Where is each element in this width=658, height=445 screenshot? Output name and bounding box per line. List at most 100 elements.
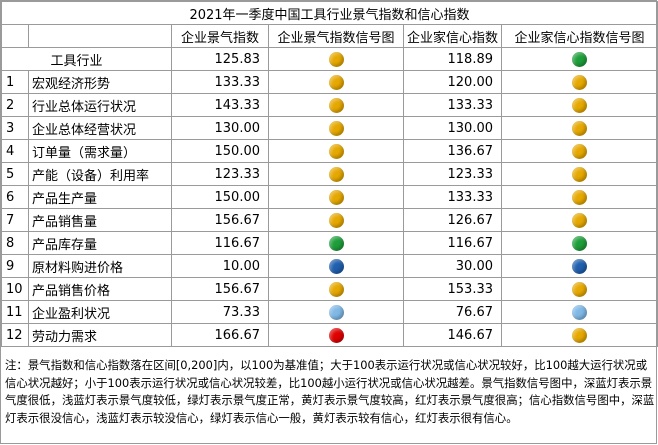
signal-light-icon — [572, 281, 588, 297]
row-confidence: 120.00 — [403, 70, 502, 94]
signal-light-icon — [328, 258, 344, 274]
group-confidence-signal — [500, 47, 658, 71]
table-row: 10 产品销售价格 156.67 153.33 — [1, 277, 658, 301]
row-name: 企业总体经营状况 — [28, 116, 172, 140]
row-confidence-signal — [500, 277, 658, 301]
row-confidence-signal — [500, 300, 658, 324]
row-prosperity-signal — [268, 70, 404, 94]
row-confidence-signal — [500, 231, 658, 255]
header-row: 企业景气指数 企业景气指数信号图 企业家信心指数 企业家信心指数信号图 — [1, 24, 658, 48]
table-row: 1 宏观经济形势 133.33 120.00 — [1, 70, 658, 94]
row-prosperity: 150.00 — [171, 139, 269, 163]
row-index: 5 — [1, 162, 29, 186]
header-confidence-signal: 企业家信心指数信号图 — [500, 24, 658, 48]
row-confidence: 123.33 — [403, 162, 502, 186]
signal-light-icon — [572, 51, 588, 67]
row-confidence-signal — [500, 162, 658, 186]
group-confidence: 118.89 — [403, 47, 502, 71]
signal-light-icon — [328, 166, 344, 182]
row-prosperity-signal — [268, 139, 404, 163]
row-confidence: 126.67 — [403, 208, 502, 232]
group-name: 工具行业 — [1, 47, 172, 71]
row-name: 产品销售价格 — [28, 277, 172, 301]
signal-light-icon — [572, 304, 588, 320]
row-prosperity-signal — [268, 300, 404, 324]
row-confidence-signal — [500, 185, 658, 209]
row-confidence: 116.67 — [403, 231, 502, 255]
row-name: 订单量（需求量） — [28, 139, 172, 163]
table-row: 8 产品库存量 116.67 116.67 — [1, 231, 658, 255]
table-row: 7 产品销售量 156.67 126.67 — [1, 208, 658, 232]
row-confidence-signal — [500, 93, 658, 117]
signal-light-icon — [572, 189, 588, 205]
row-prosperity: 116.67 — [171, 231, 269, 255]
row-prosperity-signal — [268, 323, 404, 347]
signal-light-icon — [328, 97, 344, 113]
row-prosperity: 150.00 — [171, 185, 269, 209]
row-prosperity: 166.67 — [171, 323, 269, 347]
row-confidence-signal — [500, 208, 658, 232]
table-row: 4 订单量（需求量） 150.00 136.67 — [1, 139, 658, 163]
row-name: 行业总体运行状况 — [28, 93, 172, 117]
signal-light-icon — [328, 304, 344, 320]
row-index: 10 — [1, 277, 29, 301]
table-row: 2 行业总体运行状况 143.33 133.33 — [1, 93, 658, 117]
group-prosperity-signal — [268, 47, 404, 71]
signal-light-icon — [328, 235, 344, 251]
header-blank-1 — [1, 24, 29, 48]
table-row: 5 产能（设备）利用率 123.33 123.33 — [1, 162, 658, 186]
row-index: 9 — [1, 254, 29, 278]
row-confidence-signal — [500, 116, 658, 140]
row-prosperity: 73.33 — [171, 300, 269, 324]
signal-light-icon — [572, 258, 588, 274]
row-index: 11 — [1, 300, 29, 324]
row-confidence: 146.67 — [403, 323, 502, 347]
row-confidence-signal — [500, 139, 658, 163]
signal-light-icon — [572, 97, 588, 113]
row-confidence-signal — [500, 254, 658, 278]
row-name: 产品销售量 — [28, 208, 172, 232]
row-index: 6 — [1, 185, 29, 209]
row-name: 企业盈利状况 — [28, 300, 172, 324]
group-prosperity: 125.83 — [171, 47, 269, 71]
signal-light-icon — [572, 120, 588, 136]
group-row: 工具行业 125.83 118.89 — [1, 47, 658, 71]
table-row: 3 企业总体经营状况 130.00 130.00 — [1, 116, 658, 140]
row-index: 2 — [1, 93, 29, 117]
row-prosperity: 156.67 — [171, 208, 269, 232]
signal-light-icon — [572, 212, 588, 228]
row-prosperity-signal — [268, 208, 404, 232]
signal-light-icon — [572, 166, 588, 182]
row-prosperity-signal — [268, 116, 404, 140]
row-name: 劳动力需求 — [28, 323, 172, 347]
row-prosperity-signal — [268, 185, 404, 209]
row-name: 产品库存量 — [28, 231, 172, 255]
row-index: 8 — [1, 231, 29, 255]
signal-light-icon — [328, 51, 344, 67]
footnote: 注：景气指数和信心指数落在区间[0,200]内，以100为基准值；大于100表示… — [5, 358, 655, 425]
row-index: 4 — [1, 139, 29, 163]
signal-light-icon — [328, 281, 344, 297]
row-confidence: 133.33 — [403, 185, 502, 209]
table-row: 12 劳动力需求 166.67 146.67 — [1, 323, 658, 347]
signal-light-icon — [328, 327, 344, 343]
signal-light-icon — [328, 120, 344, 136]
table-row: 6 产品生产量 150.00 133.33 — [1, 185, 658, 209]
row-prosperity: 143.33 — [171, 93, 269, 117]
table-row: 11 企业盈利状况 73.33 76.67 — [1, 300, 658, 324]
row-prosperity: 10.00 — [171, 254, 269, 278]
signal-light-icon — [328, 143, 344, 159]
signal-light-icon — [328, 189, 344, 205]
row-index: 12 — [1, 323, 29, 347]
row-name: 产能（设备）利用率 — [28, 162, 172, 186]
row-confidence: 76.67 — [403, 300, 502, 324]
table-title: 2021年一季度中国工具行业景气指数和信心指数 — [0, 1, 658, 25]
row-index: 7 — [1, 208, 29, 232]
row-name: 产品生产量 — [28, 185, 172, 209]
signal-light-icon — [572, 235, 588, 251]
row-confidence: 130.00 — [403, 116, 502, 140]
row-prosperity: 130.00 — [171, 116, 269, 140]
row-confidence-signal — [500, 323, 658, 347]
row-prosperity-signal — [268, 93, 404, 117]
